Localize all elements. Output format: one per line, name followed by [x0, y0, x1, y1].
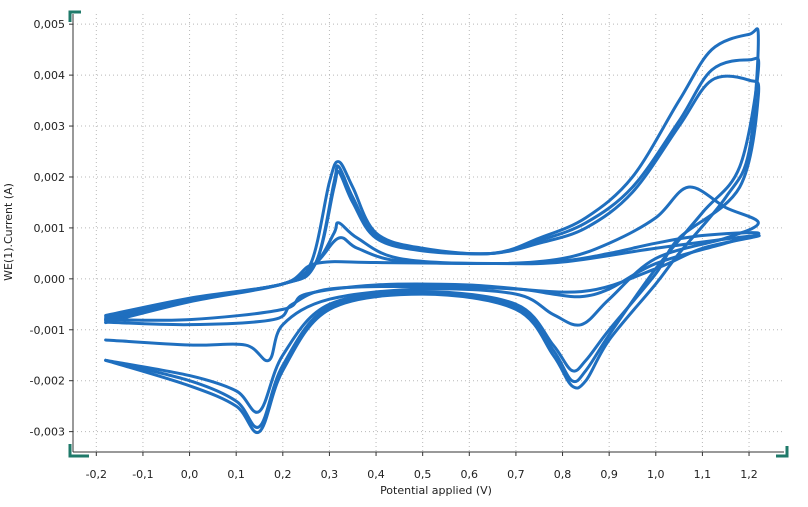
cycle-4-line: [104, 185, 760, 363]
y-tick-label-6: -0,001: [30, 324, 65, 337]
y-tick-label-1: 0,004: [34, 69, 66, 82]
x-tick-label-14: 1,2: [740, 468, 758, 481]
series-layer: [104, 27, 761, 435]
y-tick-label-7: -0,002: [30, 375, 65, 388]
y-tick-label-8: -0,003: [30, 426, 65, 439]
y-axis-title: WE(1).Current (A): [2, 183, 15, 281]
x-tick-label-11: 0,9: [600, 468, 618, 481]
x-tick-label-3: 0,1: [227, 468, 245, 481]
x-tick-label-5: 0,3: [321, 468, 339, 481]
cycle-3-line: [104, 74, 761, 414]
x-tick-label-4: 0,2: [274, 468, 292, 481]
x-tick-label-0: -0,2: [86, 468, 107, 481]
x-tick-label-12: 1,0: [647, 468, 665, 481]
x-tick-label-1: -0,1: [132, 468, 153, 481]
cycle-1-line: [104, 27, 760, 435]
x-tick-label-8: 0,6: [461, 468, 479, 481]
top-left-marker: [68, 10, 81, 22]
y-tick-label-0: 0,005: [34, 18, 66, 31]
bottom-left-marker: [68, 444, 89, 458]
cycle-2-line: [104, 56, 761, 429]
y-tick-label-4: 0,001: [34, 222, 66, 235]
bottom-right-marker: [776, 446, 789, 458]
x-tick-label-9: 0,7: [507, 468, 525, 481]
y-tick-label-2: 0,003: [34, 120, 66, 133]
y-tick-label-5: 0,000: [34, 273, 66, 286]
x-tick-label-13: 1,1: [694, 468, 712, 481]
tick-labels: -0,2 -0,1 0,0 0,1 0,2 0,3 0,4 0,5 0,6 0,7 0,8 0,9 1,…: [30, 18, 758, 481]
y-tick-label-3: 0,002: [34, 171, 66, 184]
x-tick-label-7: 0,5: [414, 468, 432, 481]
cycle-6-line: [104, 234, 761, 322]
x-tick-label-10: 0,8: [554, 468, 572, 481]
x-axis-title: Potential applied (V): [380, 484, 492, 497]
x-tick-label-6: 0,4: [367, 468, 385, 481]
x-tick-label-2: 0,0: [181, 468, 199, 481]
axes: [68, 10, 789, 458]
